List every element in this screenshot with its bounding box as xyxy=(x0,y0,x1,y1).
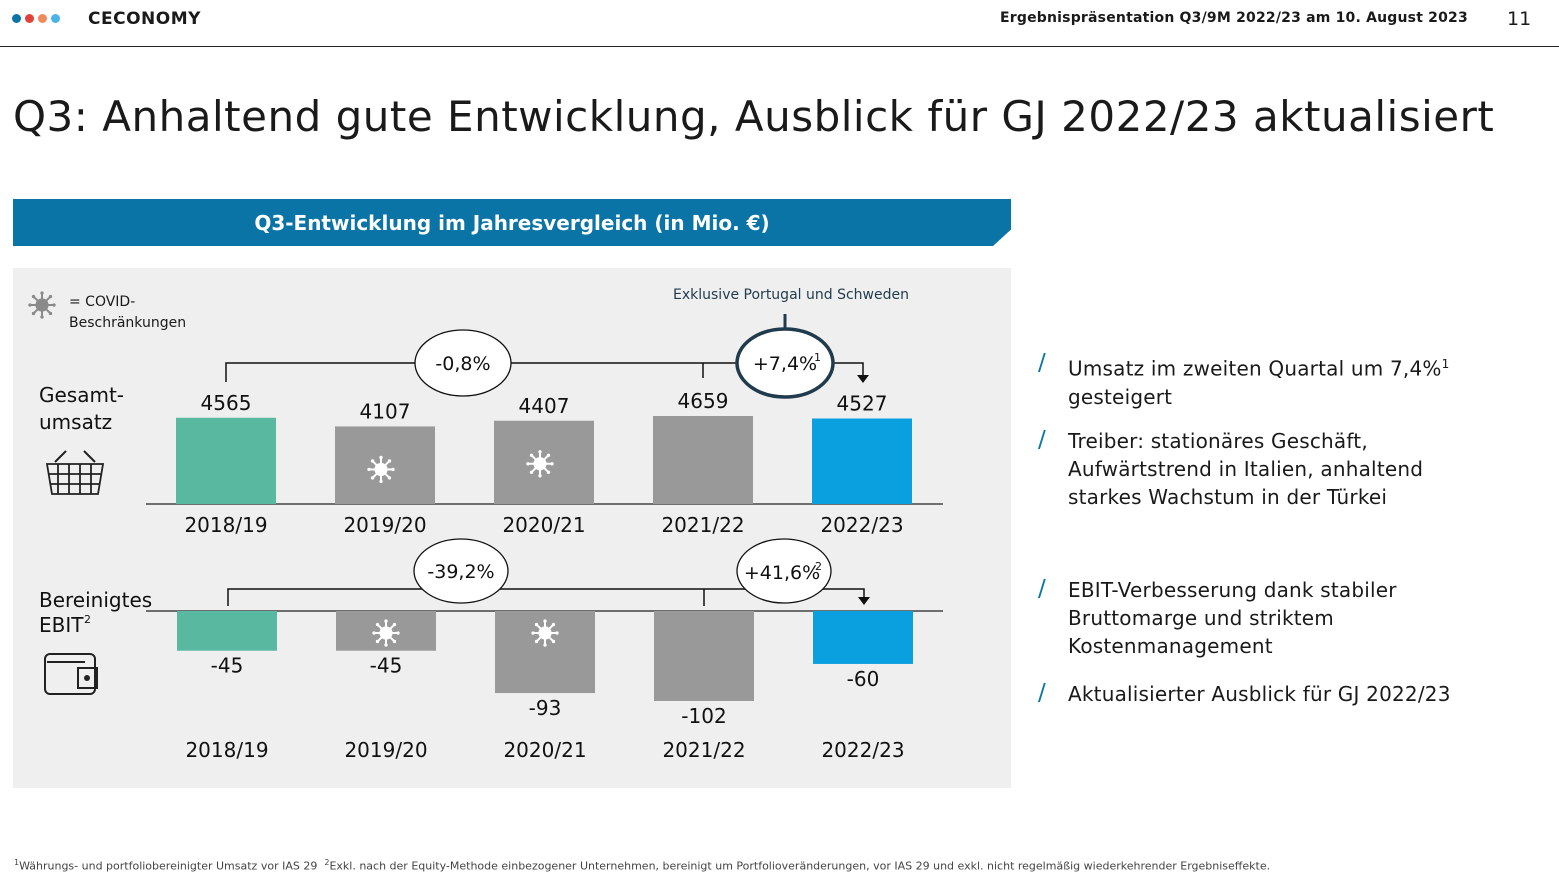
bullet-text: EBIT-Verbesserung dank stabiler Bruttoma… xyxy=(1068,578,1397,658)
revenue-change-label: +7,4% xyxy=(753,353,817,375)
brand-dot xyxy=(38,14,47,23)
basket-icon xyxy=(54,450,96,463)
slash-icon: / xyxy=(1038,350,1046,376)
wallet-icon xyxy=(84,675,90,681)
chart-panel xyxy=(13,268,1011,788)
revenue-value-label: 4107 xyxy=(360,399,411,423)
ebit-change-sup: 2 xyxy=(815,560,822,573)
virus-icon xyxy=(28,291,56,319)
chart-banner: Q3-Entwicklung im Jahresvergleich (in Mi… xyxy=(13,199,1011,246)
presentation-title: Ergebnispräsentation Q3/9M 2022/23 am 10… xyxy=(1000,10,1468,26)
slash-icon: / xyxy=(1038,576,1046,602)
ebit-category-label: 2020/21 xyxy=(503,738,586,762)
ebit-row-label: EBIT xyxy=(39,613,84,637)
revenue-value-label: 4407 xyxy=(519,394,570,418)
ebit-category-label: 2022/23 xyxy=(821,738,904,762)
footnote-sup: 2 xyxy=(324,858,330,867)
bullet-text: Treiber: stationäres Geschäft, Aufwärtst… xyxy=(1068,429,1424,509)
revenue-change-bubble xyxy=(735,327,835,399)
virus-icon xyxy=(372,619,400,647)
wallet-icon xyxy=(44,653,96,695)
ebit-category-label: 2018/19 xyxy=(185,738,268,762)
page-title: Q3: Anhaltend gute Entwicklung, Ausblick… xyxy=(13,92,1495,141)
arrow-down-icon xyxy=(858,597,870,605)
bullet-item: / Treiber: stationäres Geschäft, Aufwärt… xyxy=(1038,427,1458,511)
basket-icon xyxy=(45,463,105,495)
covid-legend: = COVID- Beschränkungen xyxy=(69,292,186,334)
bullet-text: Umsatz im zweiten Quartal um 7,4%1 geste… xyxy=(1068,350,1449,411)
revenue-row-label: umsatz xyxy=(39,410,112,434)
revenue-value-label: 4659 xyxy=(678,389,729,413)
bullet-item: / Umsatz im zweiten Quartal um 7,4%1 ges… xyxy=(1038,350,1538,411)
ebit-row-label-sup: 2 xyxy=(84,613,91,626)
brand-dots xyxy=(12,14,60,23)
top-bar: CECONOMY Ergebnispräsentation Q3/9M 2022… xyxy=(0,0,1559,47)
virus-icon xyxy=(526,450,554,478)
bullet-text-cont: gesteigert xyxy=(1068,384,1173,409)
revenue-category-label: 2022/23 xyxy=(820,513,903,537)
ebit-value-label: -60 xyxy=(847,667,880,691)
ebit-category-label: 2021/22 xyxy=(662,738,745,762)
revenue-category-label: 2019/20 xyxy=(343,513,426,537)
covid-legend-line1: = COVID- xyxy=(69,294,136,310)
wallet-icon xyxy=(47,661,98,689)
revenue-value-label: 4527 xyxy=(837,391,888,415)
ebit-row-label: Bereinigtes xyxy=(39,588,152,612)
virus-icon xyxy=(367,455,395,484)
ebit-value-label: -102 xyxy=(681,704,726,728)
footnote-sup: 1 xyxy=(14,858,20,867)
ebit-category-label: 2019/20 xyxy=(344,738,427,762)
ebit-bar xyxy=(177,611,277,651)
ebit-bar xyxy=(813,611,913,664)
ebit-value-label: -93 xyxy=(529,696,562,720)
revenue-change-connector xyxy=(225,362,864,382)
revenue-bar xyxy=(812,418,912,504)
brand-dot xyxy=(25,14,34,23)
revenue-category-label: 2018/19 xyxy=(184,513,267,537)
revenue-change-label: -0,8% xyxy=(435,353,490,375)
bullet-text-main: Umsatz im zweiten Quartal um 7,4% xyxy=(1068,356,1442,381)
covid-legend-line2: Beschränkungen xyxy=(69,315,187,331)
ebit-change-bubble xyxy=(736,538,832,604)
ebit-value-label: -45 xyxy=(370,654,403,678)
bullet-item: / Aktualisierter Ausblick für GJ 2022/23 xyxy=(1038,680,1538,708)
revenue-row-label: Gesamt- xyxy=(39,383,124,407)
revenue-category-label: 2020/21 xyxy=(502,513,585,537)
ebit-change-bubble xyxy=(413,538,509,604)
revenue-value-label: 4565 xyxy=(201,391,252,415)
ebit-change-connector xyxy=(227,588,865,606)
bullet-sup: 1 xyxy=(1441,357,1450,371)
revenue-bar xyxy=(176,417,276,504)
brand-dot xyxy=(12,14,21,23)
ebit-change-label: +41,6% xyxy=(744,562,820,584)
footnote: 1Währungs- und portfoliobereinigter Umsa… xyxy=(14,858,1270,873)
exclusion-note: Exklusive Portugal und Schweden xyxy=(673,287,909,303)
slash-icon: / xyxy=(1038,427,1046,453)
page-number: 11 xyxy=(1507,8,1532,30)
brand-dot xyxy=(51,14,60,23)
footnote-text: Exkl. nach der Equity-Methode einbezogen… xyxy=(329,859,1271,873)
slash-icon: / xyxy=(1038,680,1046,706)
ebit-change-label: -39,2% xyxy=(427,561,494,583)
brand-logo: CECONOMY xyxy=(88,9,201,29)
revenue-change-bubble xyxy=(414,329,512,397)
ebit-value-label: -45 xyxy=(211,654,244,678)
virus-icon xyxy=(531,619,559,647)
footnote-text: Währungs- und portfoliobereinigter Umsat… xyxy=(19,859,318,873)
revenue-category-label: 2021/22 xyxy=(661,513,744,537)
bullet-text: Aktualisierter Ausblick für GJ 2022/23 xyxy=(1068,682,1451,706)
arrow-down-icon xyxy=(857,375,869,383)
bullet-item: / EBIT-Verbesserung dank stabiler Brutto… xyxy=(1038,576,1438,660)
revenue-bar xyxy=(653,416,753,504)
revenue-change-sup: 1 xyxy=(814,351,821,364)
ebit-bar xyxy=(654,611,754,701)
